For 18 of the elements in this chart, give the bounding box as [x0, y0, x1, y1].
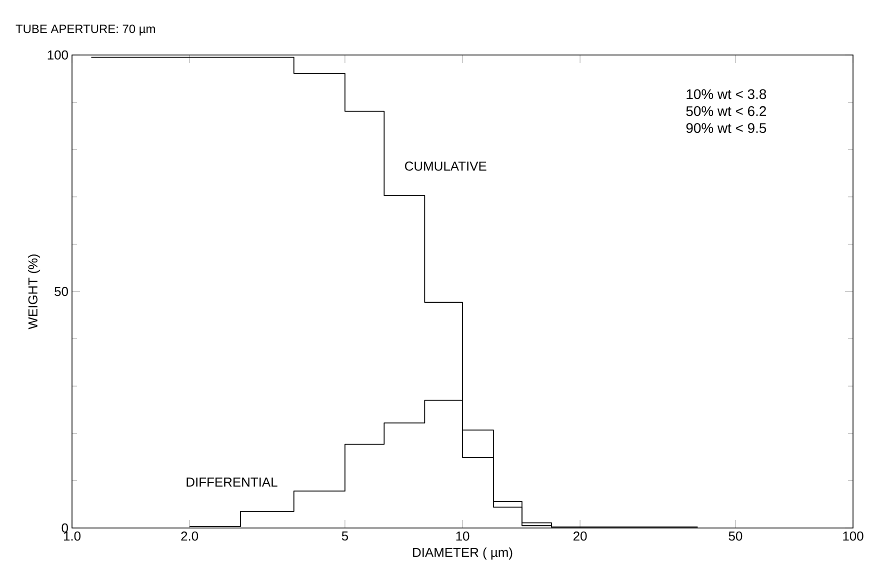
y-tick-label: 50: [54, 286, 68, 296]
y-tick-label: 100: [48, 50, 68, 60]
x-tick-label: 1.0: [64, 532, 81, 541]
series-label: DIFFERENTIAL: [186, 478, 278, 487]
x-tick-label: 100: [843, 532, 864, 541]
series-label: CUMULATIVE: [405, 162, 486, 171]
chart-title: TUBE APERTURE: 70 µm: [16, 24, 155, 36]
y-axis-title: WEIGHT (%): [28, 254, 40, 330]
annotation: 50% wt < 6.2: [686, 106, 766, 116]
annotation: 10% wt < 3.8: [686, 89, 766, 100]
annotation: 90% wt < 9.5: [686, 123, 766, 134]
x-axis-title: DIAMETER ( µm): [413, 548, 512, 560]
x-tick-label: 2.0: [181, 532, 198, 541]
y-tick-label: 0: [62, 523, 68, 533]
x-tick-label: 20: [574, 532, 587, 541]
x-tick-label: 50: [728, 532, 742, 541]
x-tick-label: 10: [456, 532, 470, 541]
x-tick-label: 5: [342, 532, 348, 541]
